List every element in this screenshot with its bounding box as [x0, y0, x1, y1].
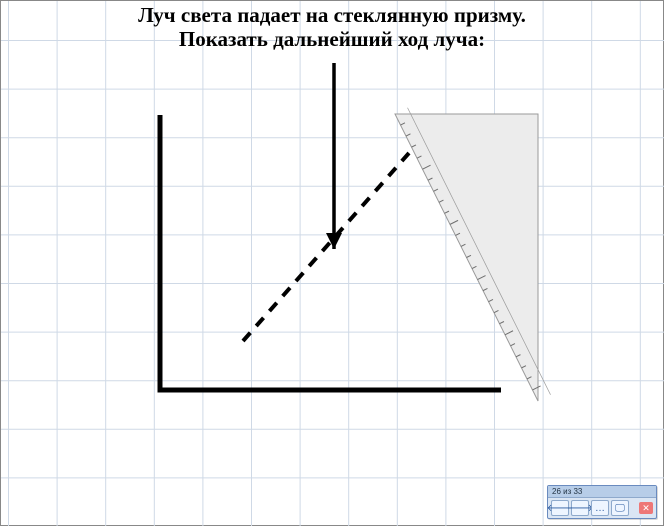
toolbar-body: 🡐 🡒 … 🖵 ✕ [548, 498, 656, 518]
close-button[interactable]: ✕ [639, 502, 653, 514]
title-line-2: Показать дальнейший ход луча: [9, 27, 655, 51]
incident-light-ray [326, 63, 342, 249]
set-square-ruler [395, 108, 551, 401]
next-slide-button[interactable]: 🡒 [571, 500, 589, 516]
title-line-1: Луч света падает на стеклянную призму. [9, 3, 655, 27]
problem-title: Луч света падает на стеклянную призму. П… [1, 3, 663, 51]
menu-button[interactable]: … [591, 500, 609, 516]
normal-dashed-line [243, 153, 409, 341]
fullscreen-button[interactable]: 🖵 [611, 500, 629, 516]
diagram-canvas [1, 1, 664, 526]
slide: Луч света падает на стеклянную призму. П… [0, 0, 664, 526]
navigation-toolbar: 26 из 33 🡐 🡒 … 🖵 ✕ [547, 485, 657, 519]
toolbar-title: 26 из 33 [548, 486, 656, 498]
